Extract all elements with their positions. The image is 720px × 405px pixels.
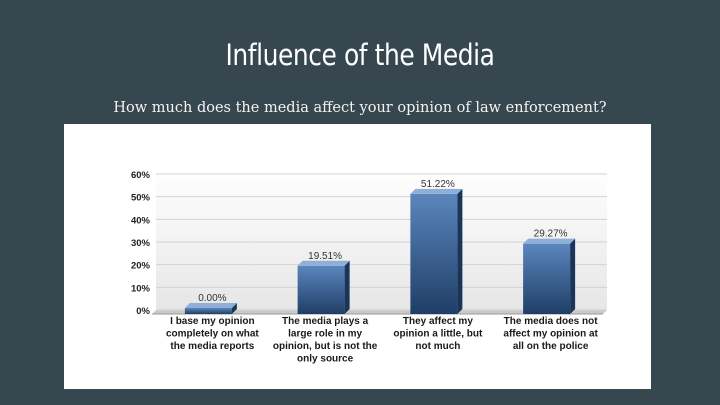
category-label-line: opinion a little, but xyxy=(393,329,483,340)
category-label-line: only source xyxy=(297,354,354,365)
bar-top xyxy=(297,260,350,266)
bar-side xyxy=(457,188,463,314)
category-label-line: affect my opinion at xyxy=(503,329,598,340)
category-label-line: completely on what xyxy=(166,329,259,340)
category-label-line: not much xyxy=(415,341,460,352)
bar-chart: 0% 10% 20% 30% 40% 50% 60% 0.00% I base my opini… xyxy=(131,169,607,365)
category-label: They affect my opinion a little, but not m… xyxy=(393,316,483,352)
data-label: 19.51% xyxy=(308,251,342,262)
category-label-line: They affect my xyxy=(403,316,473,327)
category-label: The media does not affect my opinion at al… xyxy=(503,316,598,352)
slide-title: Influence of the Media xyxy=(225,38,495,72)
category-label-line: opinion, but is not the xyxy=(273,341,378,352)
bar xyxy=(523,238,576,314)
bar xyxy=(297,260,350,314)
category-label-line: the media reports xyxy=(170,341,254,352)
bar-front xyxy=(523,243,571,314)
category-label-line: The media does not xyxy=(504,316,599,327)
category-label: The media plays a large role in my opinion… xyxy=(273,316,378,365)
category-label: I base my opinion completely on what the m… xyxy=(166,316,259,352)
bar-top xyxy=(410,188,463,194)
data-label: 51.22% xyxy=(421,179,455,190)
category-label-line: large role in my xyxy=(288,329,362,340)
bar-front xyxy=(297,265,345,314)
slide-subtitle: How much does the media affect your opin… xyxy=(113,100,607,116)
bar-top xyxy=(523,238,576,244)
y-tick-label: 50% xyxy=(131,193,151,204)
bar xyxy=(184,303,237,314)
y-tick-label: 0% xyxy=(136,306,150,317)
y-tick-label: 40% xyxy=(131,215,151,226)
bar-top xyxy=(184,303,237,308)
bar-front xyxy=(184,308,232,314)
data-label: 29.27% xyxy=(534,229,568,240)
y-tick-label: 30% xyxy=(131,238,151,249)
y-tick-label: 10% xyxy=(131,283,151,294)
chart-panel: 0% 10% 20% 30% 40% 50% 60% 0.00% I base my opini… xyxy=(64,124,651,389)
category-label-line: all on the police xyxy=(513,341,589,352)
plot-floor xyxy=(152,310,607,314)
y-tick-label: 20% xyxy=(131,261,151,272)
y-tick-label: 60% xyxy=(131,170,151,181)
bar-side xyxy=(344,260,350,314)
bar-side xyxy=(231,303,237,314)
bar-front xyxy=(410,193,458,314)
data-label: 0.00% xyxy=(198,293,226,304)
bar-side xyxy=(570,238,576,314)
category-label-line: The media plays a xyxy=(282,316,369,327)
bar xyxy=(410,188,463,314)
category-label-line: I base my opinion xyxy=(170,316,254,327)
